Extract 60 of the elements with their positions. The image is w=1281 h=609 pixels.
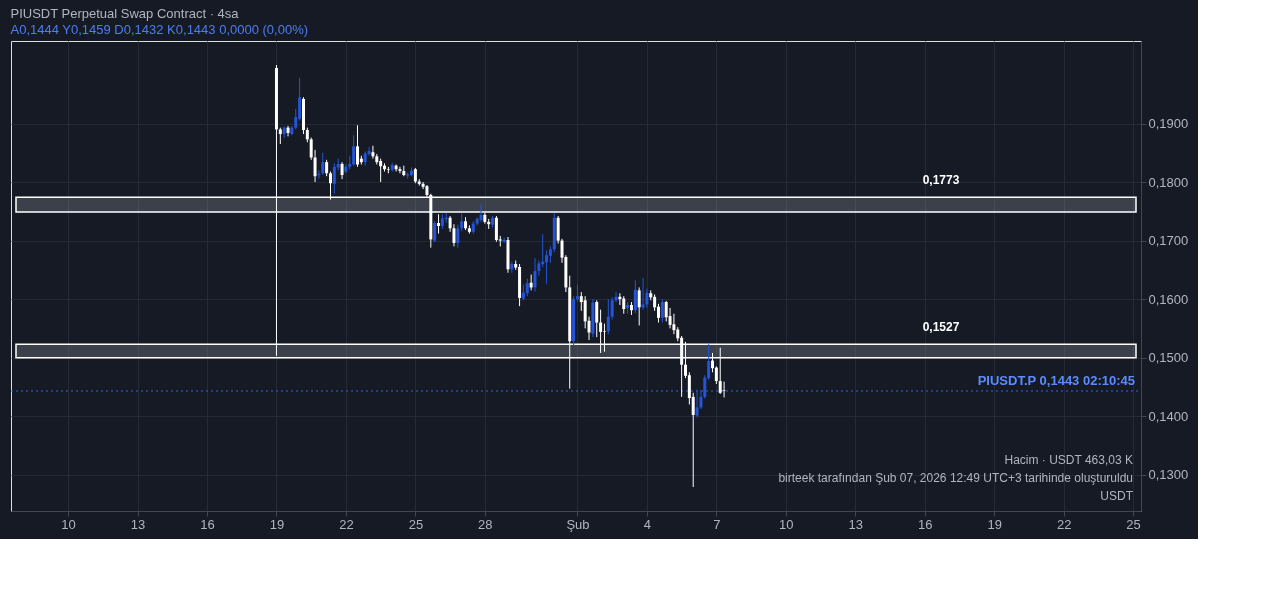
band-label: 0,1527: [922, 320, 960, 335]
candlestick: [656, 303, 660, 324]
candlestick: [695, 389, 699, 418]
candlestick: [722, 381, 726, 398]
candlestick: [707, 343, 711, 381]
x-tick-label: 25: [408, 516, 424, 532]
candlestick: [433, 220, 437, 243]
annotation: USDT: [1100, 489, 1134, 503]
candlestick: [711, 352, 714, 373]
x-tick-label: 13: [848, 516, 864, 532]
candlestick: [606, 298, 610, 335]
candlestick: [352, 134, 356, 167]
annotation: Hacim · USDT 463,03 K: [1004, 453, 1133, 467]
x-tick-label: 19: [987, 516, 1002, 532]
candlestick: [637, 286, 641, 326]
candlestick: [328, 171, 332, 201]
candlestick: [479, 203, 483, 223]
x-tick-label: 22: [1056, 516, 1072, 532]
candlestick: [533, 257, 537, 293]
x-tick-label: 22: [339, 516, 354, 532]
x-tick-label: 4: [643, 516, 652, 532]
candlestick: [602, 323, 606, 353]
y-tick-label: 0,1500: [1148, 350, 1189, 366]
candlestick: [641, 277, 645, 311]
x-tick-label: 13: [130, 516, 146, 532]
y-tick-label: 0,1400: [1148, 408, 1189, 424]
x-tick-label: 16: [918, 516, 933, 532]
y-tick-label: 0,1700: [1148, 233, 1189, 249]
chart-title: PIUSDT Perpetual Swap Contract · 4sa: [10, 6, 240, 21]
candlestick: [398, 166, 402, 174]
candlestick: [286, 125, 290, 137]
candlestick: [356, 124, 359, 168]
candlestick: [456, 224, 460, 249]
candlestick: [633, 279, 637, 314]
annotation: birteek tarafından Şub 07, 2026 12:49 UTC+3 tarihinde oluşturuldu: [778, 471, 1133, 485]
y-tick-label: 0,1600: [1148, 291, 1189, 307]
candlestick: [599, 309, 603, 354]
candlestick: [332, 162, 336, 195]
ref-line-label: PIUSDT.P 0,1443 02:10:45: [977, 373, 1135, 389]
x-tick-label: 10: [779, 516, 794, 532]
x-tick-label: 7: [713, 516, 721, 532]
y-tick-label: 0,1800: [1148, 174, 1189, 190]
x-tick-label: 16: [200, 516, 215, 532]
y-tick-label: 0,1300: [1148, 467, 1189, 483]
x-tick-label: 25: [1126, 516, 1141, 532]
x-tick-label: 10: [61, 516, 76, 532]
candlestick: [545, 250, 549, 285]
candlestick: [718, 347, 722, 395]
candlestick: [502, 237, 506, 244]
candlestick: [610, 296, 614, 321]
x-tick-label: 19: [269, 516, 285, 532]
y-tick-label: 0,1900: [1148, 116, 1189, 132]
x-tick-label: Şub: [566, 516, 590, 532]
band-label: 0,1773: [922, 173, 960, 188]
candlestick: [321, 152, 325, 176]
candlestick: [595, 299, 599, 338]
candlestick: [371, 145, 375, 160]
x-tick-label: 28: [478, 516, 493, 532]
candlestick: [660, 298, 664, 324]
chart-subtitle: A0,1444 Y0,1459 D0,1432 K0,1443 0,0000 (0,00%): [10, 22, 309, 37]
